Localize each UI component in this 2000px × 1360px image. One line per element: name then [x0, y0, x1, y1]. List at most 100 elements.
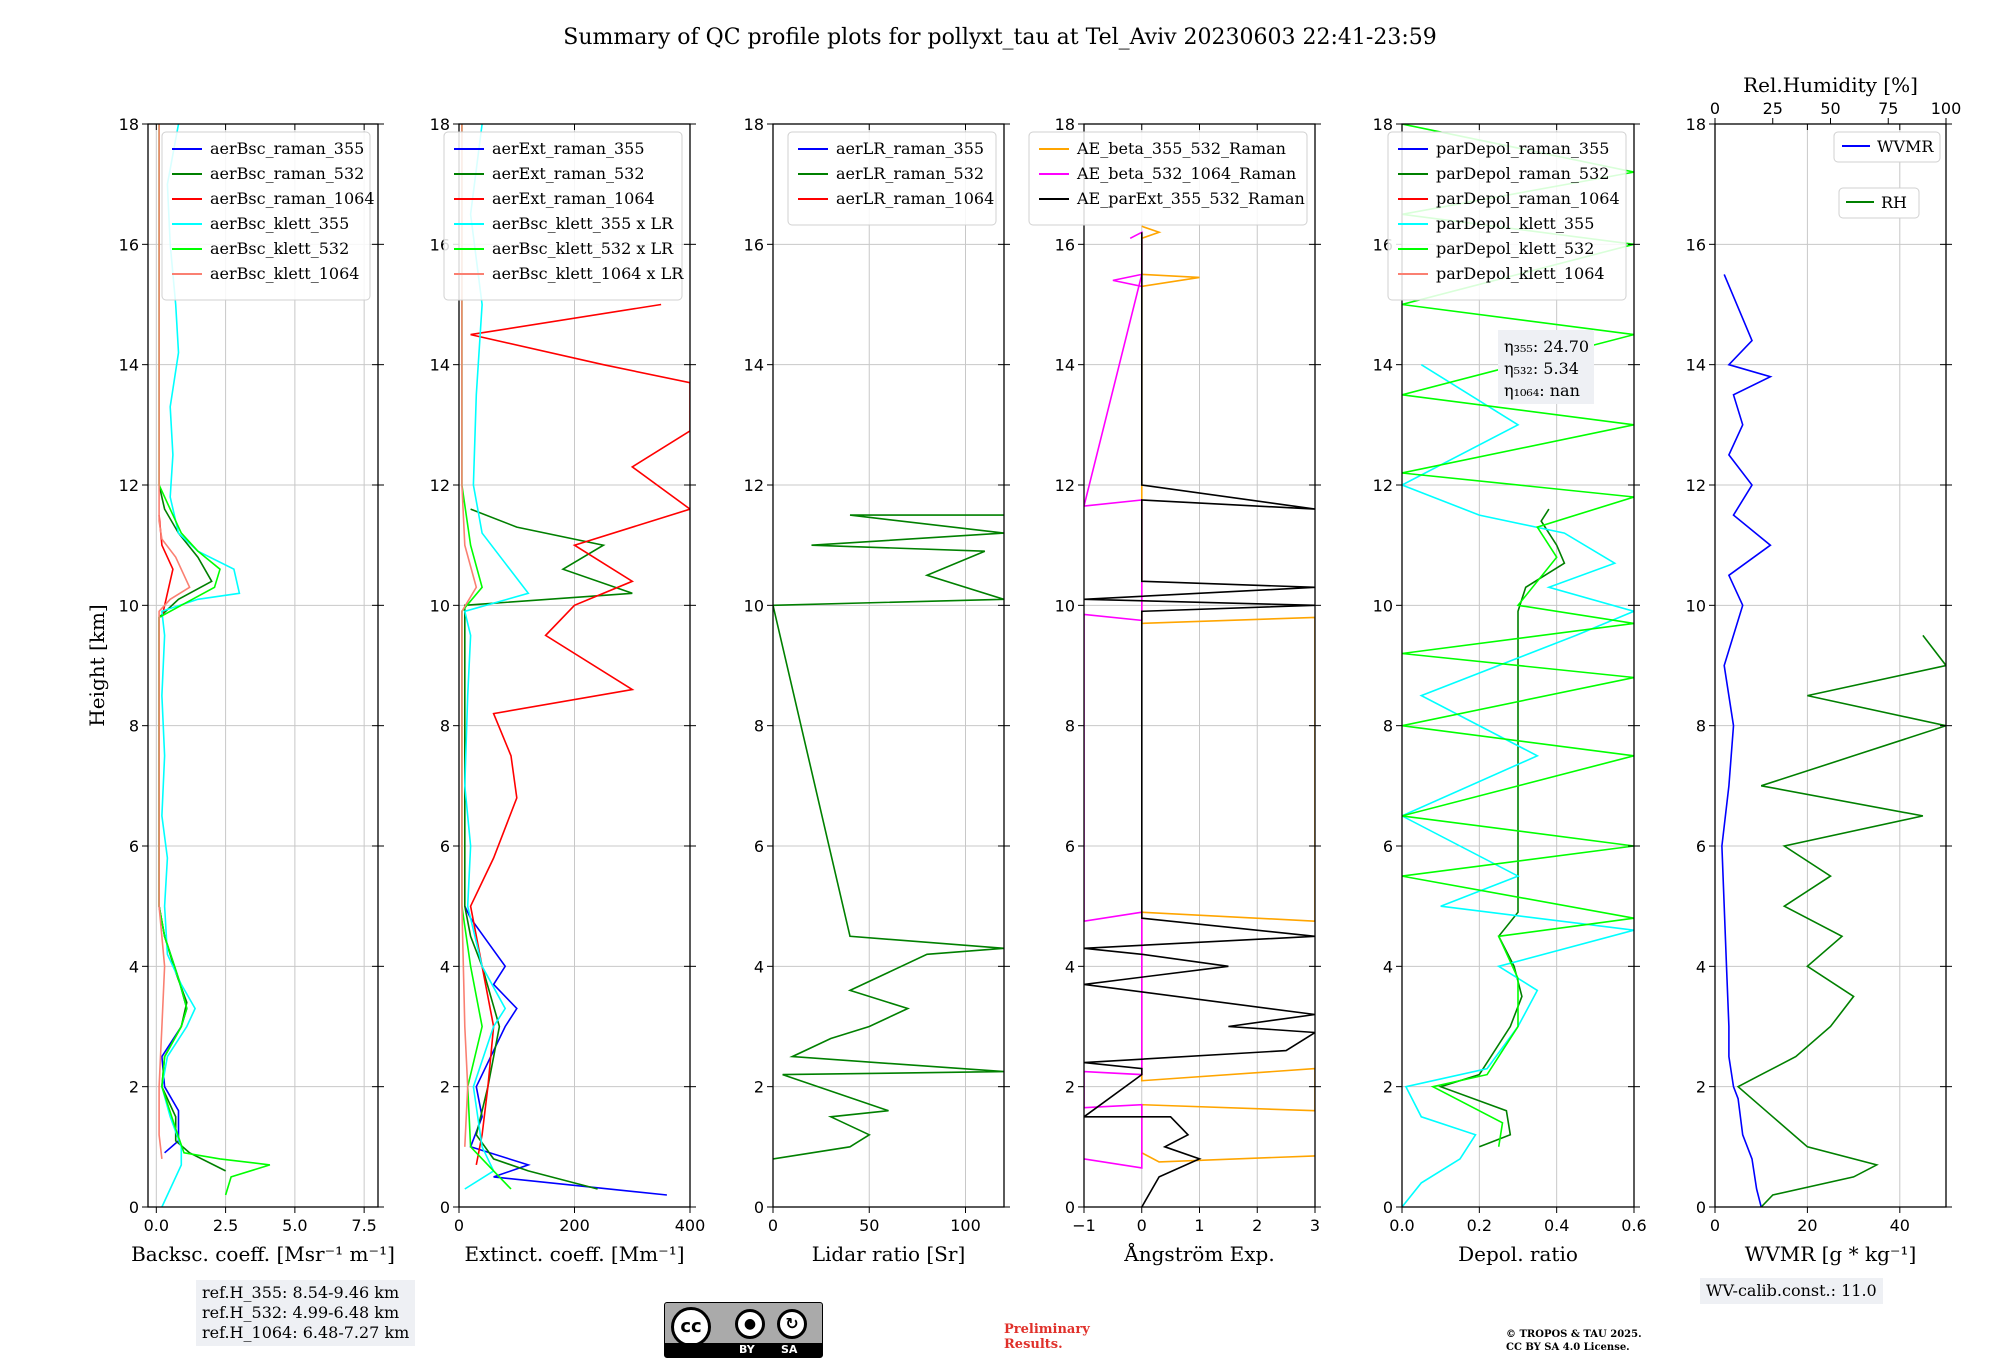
legend-label: WVMR	[1877, 137, 1934, 156]
x-axis-label: Ångström Exp.	[1123, 1241, 1274, 1266]
y-tick-label: 4	[1065, 957, 1075, 976]
eta-value: η₁₀₆₄: nan	[1504, 381, 1580, 400]
x-tick-label: 20	[1797, 1216, 1817, 1235]
legend-rh: RH	[1838, 187, 1920, 219]
axes-frame	[147, 123, 379, 1208]
legend-label: aerBsc_klett_532 x LR	[492, 239, 674, 258]
license-badge-bar: BY SA	[665, 1343, 822, 1357]
y-tick-label: 12	[119, 476, 139, 495]
x-axis-label: Lidar ratio [Sr]	[812, 1242, 966, 1266]
y-tick-label: 10	[1373, 596, 1393, 615]
y-tick-label: 12	[744, 476, 764, 495]
axes-frame	[1401, 123, 1635, 1208]
copyright-line-2: CC BY SA 4.0 License.	[1506, 1342, 1630, 1353]
y-tick-label: 8	[1065, 717, 1075, 736]
eta-box: η₃₅₅: 24.70 η₅₃₂: 5.34 η₁₀₆₄: nan	[1498, 330, 1594, 404]
x-tick-label: 0.2	[1467, 1216, 1492, 1235]
attribution-person-icon: ●	[735, 1309, 765, 1339]
ref-height-1064: ref.H_1064: 6.48-7.27 km	[202, 1323, 410, 1342]
x-tick-label: 0	[454, 1216, 464, 1235]
x2-tick-label: 100	[1931, 99, 1962, 118]
y-tick-label: 4	[1696, 957, 1706, 976]
legend-label: parDepol_raman_355	[1436, 139, 1609, 158]
legend-label: aerExt_raman_355	[492, 139, 645, 158]
figure-title: Summary of QC profile plots for pollyxt_…	[563, 25, 1436, 50]
y-tick-label: 2	[1696, 1078, 1706, 1097]
legend-box	[1833, 131, 1941, 163]
reference-height-box: ref.H_355: 8.54-9.46 km ref.H_532: 4.99-…	[196, 1280, 416, 1346]
legend-label: parDepol_raman_532	[1436, 164, 1609, 183]
legend-label: aerExt_raman_532	[492, 164, 645, 183]
y-tick-label: 18	[119, 115, 139, 134]
y-tick-label: 16	[744, 235, 764, 254]
x-tick-label: 100	[950, 1216, 981, 1235]
x2-axis-label: Rel.Humidity [%]	[1743, 73, 1918, 97]
x-tick-label: 0.6	[1621, 1216, 1646, 1235]
y-tick-label: 14	[1686, 356, 1706, 375]
legend-label: aerBsc_raman_1064	[210, 189, 375, 208]
series-line-aerBsc_klett_532 x LR	[461, 124, 512, 1190]
x-axis-label: WVMR [g * kg⁻¹]	[1745, 1242, 1917, 1266]
y-tick-label: 0	[129, 1198, 139, 1217]
x-tick-label: 0.4	[1544, 1216, 1569, 1235]
y-tick-label: 8	[129, 717, 139, 736]
y-tick-label: 12	[1373, 476, 1393, 495]
legend-label: aerBsc_raman_532	[210, 164, 364, 183]
panel-lidar_ratio: 0 50 100 0 2 4 6 8 10 12 14 16 18 Lidar ratio [Sr] aer…	[744, 115, 1010, 1266]
series-line-aerBsc_klett_532	[158, 124, 271, 1196]
y-tick-label: 0	[440, 1198, 450, 1217]
series-line-AE_beta_532_1064_Raman	[1084, 230, 1143, 1169]
x-tick-label: 400	[675, 1216, 706, 1235]
x-tick-label: 0	[768, 1216, 778, 1235]
y-tick-label: 6	[1065, 837, 1075, 856]
y-tick-label: 6	[1696, 837, 1706, 856]
y-tick-label: 4	[440, 957, 450, 976]
y-tick-label: 2	[129, 1078, 139, 1097]
preliminary-line-2: Results.	[1004, 1337, 1063, 1352]
y-axis-label: Height [km]	[85, 604, 109, 726]
axes-frame	[772, 123, 1005, 1208]
series-line-AE_beta_355_532_Raman	[1141, 225, 1315, 1163]
x-tick-label: 3	[1310, 1216, 1320, 1235]
y-tick-label: 10	[430, 596, 450, 615]
preliminary-line-1: Preliminary	[1004, 1322, 1090, 1337]
preliminary-results-note: Preliminary Results.	[1004, 1322, 1090, 1352]
legend-label: aerBsc_klett_1064 x LR	[492, 264, 684, 283]
legend: AE_beta_355_532_Raman AE_beta_532_1064_Ra…	[1028, 131, 1308, 226]
series-line-aerBsc_klett_1064	[158, 124, 191, 1159]
series-line-WVMR	[1721, 274, 1773, 1207]
legend-box	[1028, 131, 1308, 226]
legend-label: AE_beta_532_1064_Raman	[1076, 164, 1296, 183]
y-tick-label: 6	[754, 837, 764, 856]
y-tick-label: 4	[1383, 957, 1393, 976]
legend-label: RH	[1881, 193, 1907, 212]
y-tick-label: 8	[1696, 717, 1706, 736]
legend-label: aerBsc_klett_355 x LR	[492, 214, 674, 233]
y-tick-label: 0	[1383, 1198, 1393, 1217]
x-axis-label: Depol. ratio	[1458, 1242, 1578, 1266]
legend-box	[1838, 187, 1920, 219]
y-tick-label: 14	[1055, 356, 1075, 375]
x-axis-label: Extinct. coeff. [Mm⁻¹]	[464, 1242, 684, 1266]
y-tick-label: 2	[1383, 1078, 1393, 1097]
legend: aerLR_raman_355 aerLR_raman_532 aerLR_rama…	[787, 131, 997, 226]
series-line-aerBsc_klett_1064 x LR	[461, 124, 478, 1147]
legend: aerExt_raman_355 aerExt_raman_532 aerExt_r…	[443, 131, 684, 301]
series-line-aerExt_raman_355	[464, 905, 667, 1196]
legend-box	[443, 131, 683, 301]
y-tick-label: 12	[1686, 476, 1706, 495]
y-tick-label: 12	[1055, 476, 1075, 495]
x-tick-label: 0.0	[144, 1216, 169, 1235]
y-tick-label: 14	[1373, 356, 1393, 375]
legend-label: parDepol_klett_532	[1436, 239, 1594, 258]
series-line-aerBsc_klett_355	[161, 124, 241, 1207]
x-tick-label: 0.0	[1389, 1216, 1414, 1235]
y-tick-label: 8	[440, 717, 450, 736]
x2-tick-label: 50	[1820, 99, 1840, 118]
y-tick-label: 4	[754, 957, 764, 976]
y-tick-label: 18	[1686, 115, 1706, 134]
